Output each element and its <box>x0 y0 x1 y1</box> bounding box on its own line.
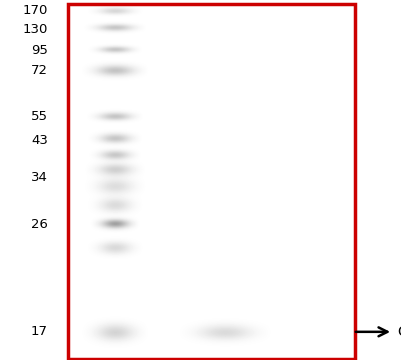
Text: 34: 34 <box>31 171 48 184</box>
Bar <box>68 4 355 359</box>
Text: 130: 130 <box>22 23 48 36</box>
Text: 72: 72 <box>31 64 48 77</box>
Text: 95: 95 <box>31 44 48 57</box>
Text: Calmodulin1: Calmodulin1 <box>397 325 401 339</box>
Text: 26: 26 <box>31 218 48 231</box>
Text: 43: 43 <box>31 134 48 147</box>
Text: 55: 55 <box>31 111 48 123</box>
Text: 170: 170 <box>22 4 48 17</box>
Text: 17: 17 <box>31 325 48 338</box>
